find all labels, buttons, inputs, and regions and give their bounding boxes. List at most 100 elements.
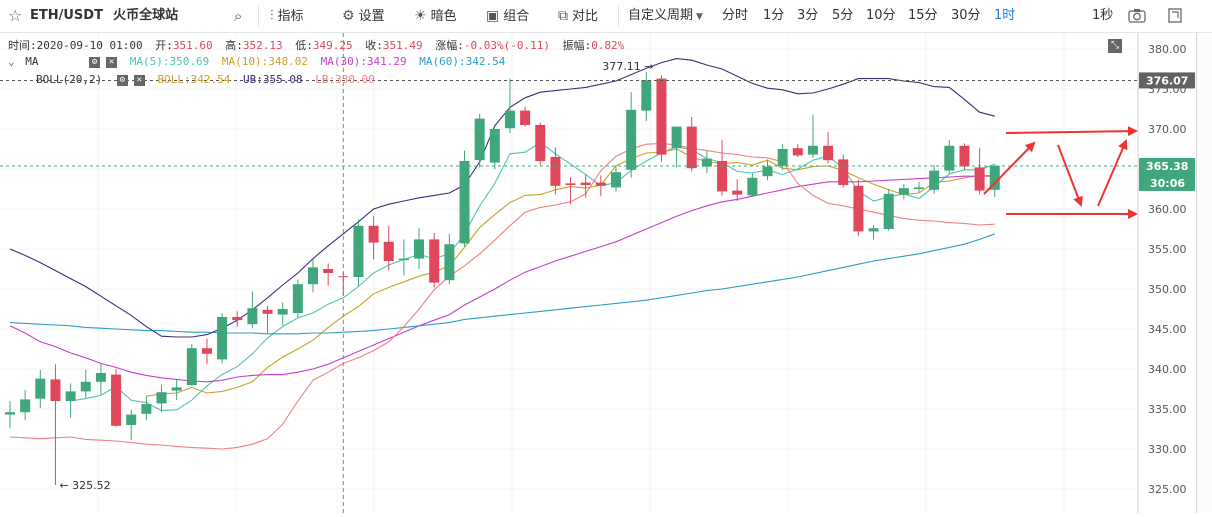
- candle-body: [186, 348, 197, 385]
- current-price-label: 376.07: [1146, 74, 1188, 87]
- candle-body: [398, 258, 409, 261]
- collapse-arrow-icon[interactable]: ⌄: [8, 55, 15, 68]
- candle-body: [686, 126, 697, 169]
- camera-icon[interactable]: [1127, 0, 1147, 32]
- favorite-star-icon[interactable]: ☆: [8, 6, 23, 25]
- low-value: 349.25: [312, 39, 353, 52]
- period-tab-10m[interactable]: 10分: [866, 0, 896, 32]
- gear-icon: ⚙: [342, 8, 355, 24]
- boll-legend-name: BOLL(20,2): [36, 73, 103, 86]
- candle-body: [232, 317, 243, 321]
- candle: [474, 113, 485, 168]
- candle: [595, 175, 606, 197]
- annotation-arrow: [1057, 144, 1083, 207]
- candle-body: [201, 348, 212, 354]
- refresh-interval-button[interactable]: 1秒: [1092, 0, 1113, 32]
- period-tab-5m[interactable]: 5分: [832, 0, 853, 32]
- period-tab-15m[interactable]: 15分: [908, 0, 938, 32]
- chart-area[interactable]: 325.00 330.00 335.00 340.00 345.00 350.00 355.…: [0, 33, 1212, 513]
- chevron-down-icon: ▼: [696, 12, 703, 22]
- candle-body: [308, 267, 318, 285]
- candle-body: [595, 182, 606, 186]
- y-tick-label: 370.00: [1148, 123, 1187, 136]
- candle-body: [277, 309, 288, 315]
- candle-body: [262, 309, 273, 314]
- period-tab-timeshare[interactable]: 分时: [722, 0, 748, 32]
- compare-button[interactable]: ⧉ 对比: [558, 0, 598, 32]
- candle-body: [65, 391, 76, 401]
- candle-body: [5, 412, 15, 415]
- candle-body: [883, 193, 894, 229]
- candle: [717, 140, 728, 196]
- candle-body: [701, 158, 712, 167]
- candle-body: [111, 374, 122, 426]
- candle-body: [35, 378, 46, 399]
- annotation-arrow: [1097, 139, 1128, 207]
- compare-icon: ⧉: [558, 8, 568, 24]
- change-label: 涨幅:: [435, 39, 464, 52]
- candlestick-chart[interactable]: 325.00 330.00 335.00 340.00 345.00 350.00 355.…: [0, 33, 1196, 513]
- boll-ub-legend: UB:355.08: [242, 73, 303, 86]
- close-value: 351.49: [382, 39, 423, 52]
- custom-period-label: 自定义周期: [628, 8, 694, 23]
- combo-icon: ▣: [486, 8, 500, 24]
- indicators-button[interactable]: ⫶ 指标: [270, 0, 304, 32]
- candle-body: [823, 145, 834, 161]
- candle-body: [459, 161, 470, 244]
- ma-close-icon[interactable]: ✕: [106, 56, 118, 68]
- open-value: 351.60: [172, 39, 213, 52]
- candle-body: [217, 317, 228, 360]
- price-axis: [1138, 33, 1196, 513]
- candle: [929, 165, 940, 194]
- candle: [807, 114, 818, 158]
- candle-body: [565, 183, 576, 185]
- candle: [898, 184, 909, 200]
- expand-chart-icon[interactable]: ⤡: [1108, 39, 1122, 53]
- custom-period-dropdown[interactable]: 自定义周期 ▼: [628, 0, 703, 32]
- settings-button[interactable]: ⚙ 设置: [342, 0, 385, 32]
- ma-settings-gear-icon[interactable]: ⚙: [89, 56, 101, 68]
- candle-body: [747, 177, 758, 196]
- period-label: 10分: [866, 8, 896, 23]
- candle: [504, 78, 515, 133]
- candle-body: [292, 284, 303, 313]
- candle: [156, 385, 167, 413]
- candle-body: [929, 170, 940, 190]
- symbol-button[interactable]: ETH/USDT 火币全球站: [30, 0, 178, 32]
- y-tick-label: 340.00: [1148, 363, 1187, 376]
- candle: [232, 311, 243, 327]
- candle: [762, 159, 773, 181]
- time-label: 时间:: [8, 39, 37, 52]
- candle-body: [338, 276, 349, 278]
- candle: [50, 364, 61, 485]
- combo-label: 组合: [503, 9, 530, 24]
- period-tab-1m[interactable]: 1分: [763, 0, 784, 32]
- candle: [353, 219, 364, 286]
- candle: [35, 369, 46, 409]
- candle: [247, 291, 258, 329]
- candle: [671, 126, 682, 168]
- period-tab-30m[interactable]: 30分: [951, 0, 981, 32]
- candle: [5, 401, 15, 429]
- high-value: 352.13: [242, 39, 283, 52]
- boll-close-icon[interactable]: ✕: [133, 74, 145, 86]
- change-value: -0.03%(-0.11): [463, 39, 550, 52]
- candle: [20, 389, 31, 421]
- search-icon[interactable]: ⌕: [234, 7, 243, 25]
- candle: [201, 338, 212, 365]
- boll-mid-legend: BOLL:342.54: [157, 73, 231, 86]
- candle-body: [80, 381, 91, 392]
- fullscreen-icon[interactable]: [1166, 0, 1184, 32]
- period-tab-1h[interactable]: 1时: [994, 0, 1015, 32]
- boll-legend: BOLL(20,2) ⚙ ✕ BOLL:342.54 UB:355.08 LB:3…: [36, 73, 381, 86]
- candle-body: [383, 241, 394, 261]
- combo-button[interactable]: ▣ 组合: [486, 0, 529, 32]
- candle-body: [611, 172, 621, 188]
- high-price-marker: 377.11 →: [602, 60, 653, 73]
- candle: [868, 225, 879, 240]
- boll-settings-gear-icon[interactable]: ⚙: [116, 74, 128, 86]
- candle-body: [550, 157, 561, 186]
- period-tab-3m[interactable]: 3分: [797, 0, 818, 32]
- theme-button[interactable]: ☀ 暗色: [414, 0, 457, 32]
- candle-body: [489, 129, 500, 163]
